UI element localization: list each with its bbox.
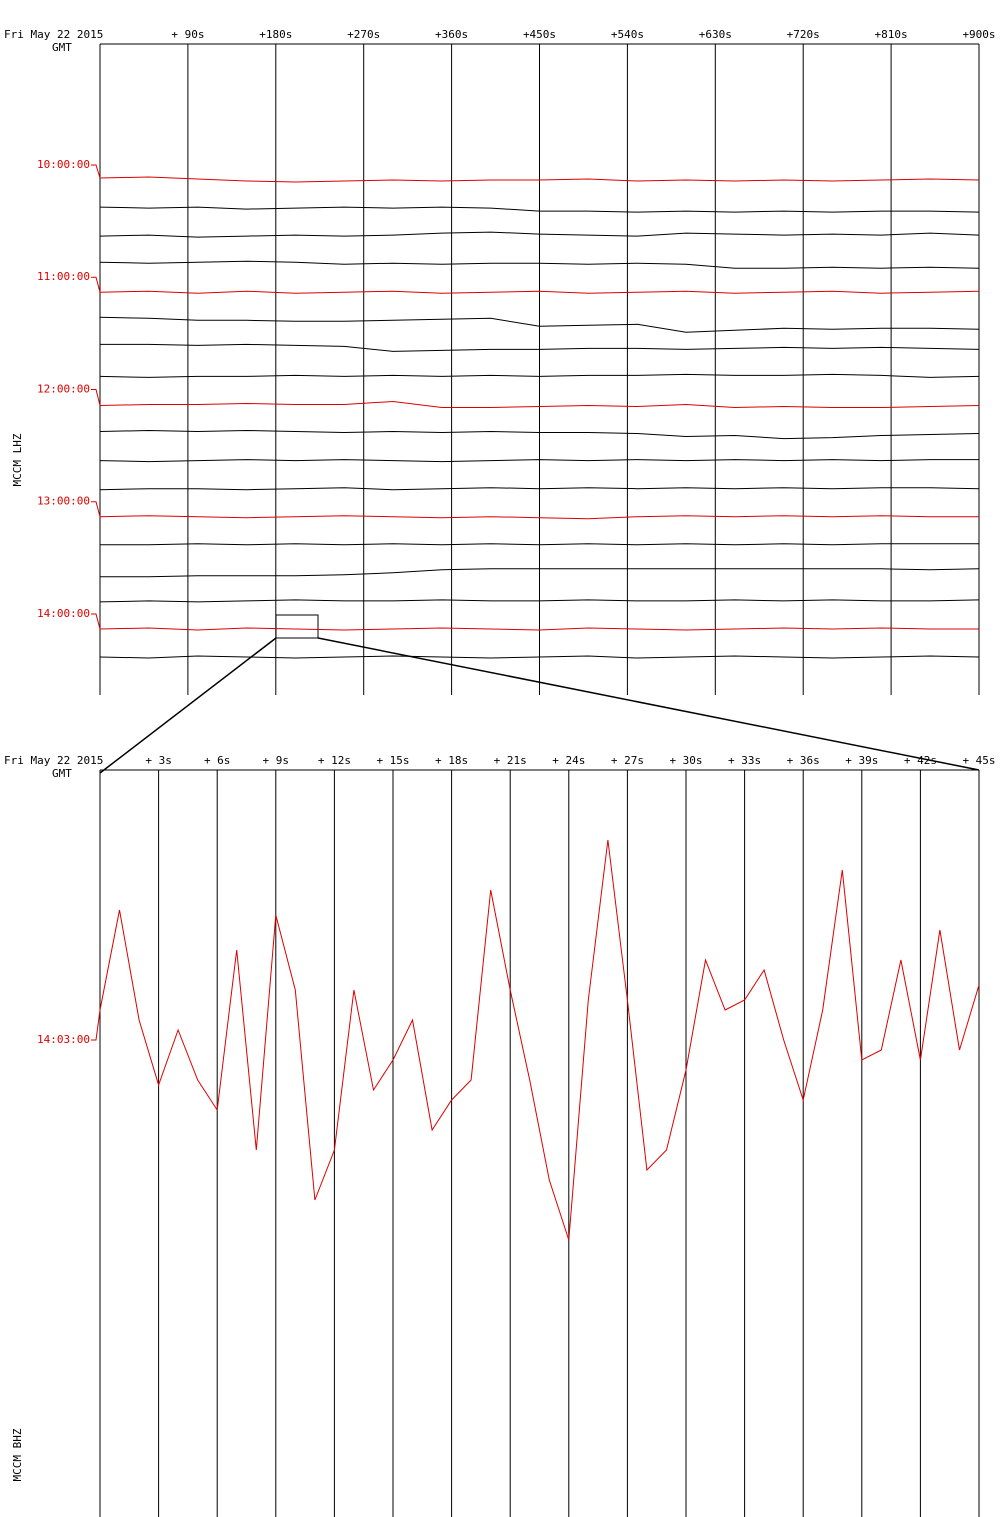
x-tick-label: + 27s — [611, 754, 644, 767]
trace — [99, 176, 980, 183]
hour-hook — [91, 613, 101, 630]
hour-label: 13:00:00 — [37, 495, 90, 508]
x-tick-label: +270s — [347, 28, 380, 41]
trace — [100, 568, 980, 578]
trace — [99, 290, 980, 294]
hour-hook — [91, 164, 101, 179]
trace — [99, 429, 980, 440]
trace — [99, 316, 980, 333]
trace — [99, 459, 979, 463]
trace — [99, 373, 980, 378]
x-tick-label: + 15s — [376, 754, 409, 767]
date-label: Fri May 22 2015 — [4, 754, 103, 767]
x-tick-label: +900s — [962, 28, 995, 41]
x-tick-label: + 39s — [845, 754, 878, 767]
trace — [99, 400, 980, 409]
trace — [99, 839, 980, 1241]
hour-hook — [91, 276, 101, 293]
hour-label: 14:03:00 — [37, 1033, 90, 1046]
x-tick-label: + 30s — [669, 754, 702, 767]
x-tick-label: + 21s — [494, 754, 527, 767]
x-tick-label: +540s — [611, 28, 644, 41]
x-tick-label: + 6s — [204, 754, 231, 767]
date-label: Fri May 22 2015 — [4, 28, 103, 41]
hour-label: 11:00:00 — [37, 270, 90, 283]
trace — [100, 343, 980, 352]
trace — [99, 231, 980, 238]
trace — [99, 627, 979, 631]
trace — [99, 487, 980, 491]
hour-label: 10:00:00 — [37, 158, 90, 171]
trace — [99, 599, 980, 603]
x-tick-label: + 24s — [552, 754, 585, 767]
hour-hook — [91, 1009, 101, 1041]
x-tick-label: + 42s — [904, 754, 937, 767]
trace — [100, 543, 979, 546]
x-tick-label: +720s — [787, 28, 820, 41]
x-tick-label: +450s — [523, 28, 556, 41]
x-tick-label: + 9s — [263, 754, 290, 767]
zoom-box — [275, 614, 319, 639]
x-tick-label: + 3s — [145, 754, 172, 767]
x-tick-label: + 45s — [962, 754, 995, 767]
x-tick-label: + 36s — [787, 754, 820, 767]
x-tick-label: + 33s — [728, 754, 761, 767]
trace — [99, 655, 980, 659]
trace — [99, 206, 980, 213]
y-axis-label: MCCM BHZ — [11, 1428, 24, 1481]
x-tick-label: +360s — [435, 28, 468, 41]
hour-label: 14:00:00 — [37, 607, 90, 620]
trace — [99, 260, 980, 269]
zoom-connector — [99, 637, 277, 774]
hour-hook — [91, 501, 101, 517]
x-tick-label: +630s — [699, 28, 732, 41]
trace — [99, 515, 979, 520]
y-axis-label: MCCM LHZ — [11, 433, 24, 486]
x-tick-label: + 90s — [171, 28, 204, 41]
zoom-connector — [317, 637, 980, 771]
timezone-label: GMT — [52, 41, 72, 54]
hour-hook — [91, 388, 101, 406]
x-tick-label: + 12s — [318, 754, 351, 767]
x-tick-label: + 18s — [435, 754, 468, 767]
x-tick-label: +180s — [259, 28, 292, 41]
hour-label: 12:00:00 — [37, 382, 90, 395]
timezone-label: GMT — [52, 767, 72, 780]
x-tick-label: +810s — [875, 28, 908, 41]
